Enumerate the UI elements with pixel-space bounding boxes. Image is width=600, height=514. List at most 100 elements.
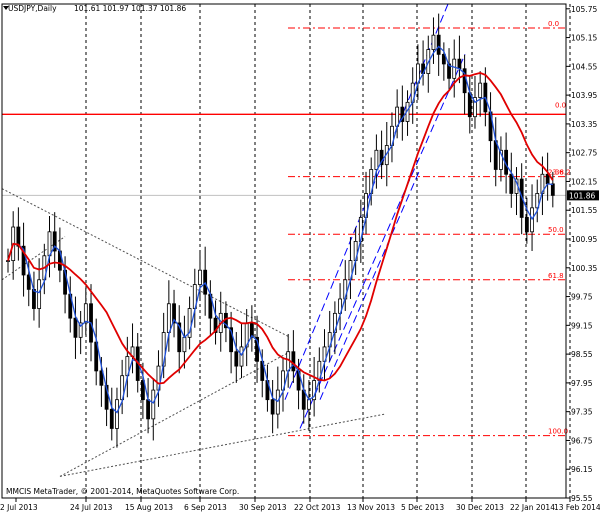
candle-body (524, 217, 529, 233)
x-tick-label: 13 Feb 2014 (554, 503, 600, 512)
candle-body (499, 149, 503, 170)
y-tick-label: 96.75 (571, 436, 593, 445)
candle-body (213, 317, 218, 333)
y-tick-label: 105.15 (571, 34, 597, 43)
channel-line (319, 169, 421, 400)
candle-body (115, 399, 119, 429)
fib-level-label: 0.0 (548, 20, 559, 28)
x-tick-label: 24 Jul 2013 (70, 503, 113, 512)
trendline (59, 413, 386, 477)
x-tick-label: 5 Dec 2013 (401, 503, 444, 512)
candle-body (177, 322, 182, 353)
candle-body (291, 351, 296, 372)
candle-body (478, 82, 483, 98)
candle-body (26, 274, 31, 290)
fibonacci-layer: 0.0 23.6 50.0 61.8 100.0 0.0 38.2 (2, 20, 571, 437)
candle-body (379, 149, 384, 166)
candle-body (275, 389, 280, 415)
fib-level-label: 23.6 (548, 169, 564, 177)
candle-body (166, 303, 171, 333)
x-tick-label: 15 Aug 2013 (125, 503, 173, 512)
y-tick-label: 96.15 (571, 465, 593, 474)
candles-layer (6, 13, 555, 448)
indicator-layer (7, 45, 554, 414)
y-tick-label: 97.95 (571, 379, 593, 388)
fib-level-label: 100.0 (548, 428, 568, 436)
candle-body (234, 351, 239, 367)
footer-copyright: MMCIS MetaTrader, © 2001-2014, MetaQuote… (6, 487, 239, 496)
candle-body (16, 226, 21, 247)
x-tick-label: 13 Nov 2013 (347, 503, 395, 512)
candle-body (457, 58, 462, 70)
candle-body (270, 399, 275, 415)
candle-body (172, 303, 176, 324)
candle-body (6, 260, 10, 262)
candle-body (198, 269, 202, 285)
candle-body (436, 34, 441, 55)
y-tick-label: 95.55 (571, 494, 593, 503)
fib-level-label: 50.0 (548, 226, 564, 234)
x-tick-label: 2 Jul 2013 (0, 503, 38, 512)
slow-moving-average (7, 71, 554, 385)
candle-body (400, 106, 405, 122)
candle-body (509, 173, 514, 194)
candle-body (21, 245, 26, 276)
candle-body (431, 34, 436, 50)
y-tick-label: 102.75 (571, 149, 597, 158)
x-tick-label: 30 Sep 2013 (239, 503, 287, 512)
candle-body (151, 389, 156, 420)
candle-body (104, 384, 109, 410)
y-tick-label: 97.35 (571, 408, 593, 417)
candle-body (83, 303, 88, 324)
y-tick-label: 104.55 (571, 62, 597, 71)
x-tick-label: 22 Oct 2013 (294, 503, 341, 512)
y-tick-label: 105.75 (571, 5, 597, 14)
y-tick-label: 99.15 (571, 321, 593, 330)
chart-marker-icon (3, 6, 9, 10)
candle-body (550, 183, 555, 196)
chart-title: USDJPY,Daily (8, 4, 57, 13)
trendline (1, 236, 66, 281)
current-price-box (567, 190, 599, 201)
candle-body (374, 149, 379, 170)
candle-body (255, 336, 259, 362)
candle-body (52, 231, 57, 252)
candle-body (78, 322, 83, 338)
y-tick-label: 98.55 (571, 350, 593, 359)
y-tick-label: 100.35 (571, 264, 597, 273)
candle-body (452, 58, 457, 79)
trendline-layer (1, 3, 466, 477)
candle-body (239, 346, 244, 367)
candle-body (73, 317, 78, 338)
candle-body (141, 380, 145, 401)
candle-body (32, 288, 36, 309)
x-tick-label: 6 Sep 2013 (184, 503, 227, 512)
y-tick-label: 101.55 (571, 206, 597, 215)
current-price-label: 101.86 (569, 191, 595, 200)
axes-layer: 105.75 105.15 104.55 103.95 103.35 102.75 102.… (0, 3, 600, 512)
y-tick-label: 103.35 (571, 120, 597, 129)
candle-body (146, 399, 150, 420)
fib-secondary-label: 0.0 (555, 102, 566, 110)
candle-body (187, 308, 192, 338)
candle-body (545, 173, 550, 185)
y-tick-label: 100.95 (571, 235, 597, 244)
candle-body (109, 408, 114, 429)
candle-body (441, 53, 446, 65)
y-tick-label: 102.15 (571, 177, 597, 186)
candle-body (37, 279, 42, 309)
channel-line (299, 54, 466, 429)
candle-body (307, 399, 311, 410)
candle-body (535, 193, 540, 209)
candle-body (395, 106, 400, 127)
labels-layer: USDJPY,Daily 101.61 101.97 101.37 101.86… (6, 4, 239, 496)
candle-body (467, 92, 472, 118)
candle-body (99, 370, 104, 386)
x-tick-label: 22 Jan 2014 (510, 503, 555, 512)
fib-level-label: 61.8 (548, 272, 564, 280)
x-tick-label: 30 Dec 2013 (456, 503, 504, 512)
y-tick-label: 103.95 (571, 91, 597, 100)
fib-secondary-label: 38.2 (555, 169, 571, 177)
